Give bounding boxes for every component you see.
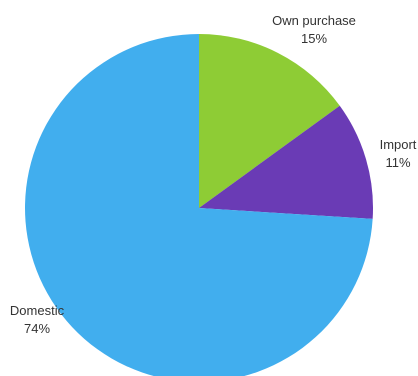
label-domestic-name: Domestic	[10, 303, 65, 318]
pie-slices	[25, 34, 374, 376]
label-domestic-value: 74%	[24, 321, 50, 336]
pie-slice-own-purchase	[199, 34, 340, 208]
pie-slice-import	[199, 105, 374, 219]
label-own-purchase-name: Own purchase	[272, 13, 356, 28]
label-import-name: Import	[380, 137, 417, 152]
pie-slice-domestic	[25, 34, 373, 376]
label-own-purchase-value: 15%	[301, 31, 327, 46]
label-import-value: 11%	[385, 155, 410, 170]
